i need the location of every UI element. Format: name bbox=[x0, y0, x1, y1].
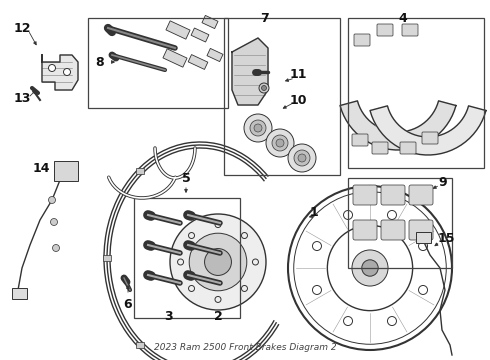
Text: 3: 3 bbox=[164, 310, 172, 323]
Circle shape bbox=[254, 124, 262, 132]
Circle shape bbox=[272, 135, 288, 151]
FancyBboxPatch shape bbox=[372, 142, 388, 154]
Circle shape bbox=[362, 260, 378, 276]
Polygon shape bbox=[42, 55, 78, 90]
Circle shape bbox=[262, 85, 267, 90]
FancyBboxPatch shape bbox=[54, 161, 78, 181]
FancyBboxPatch shape bbox=[422, 132, 438, 144]
Text: 9: 9 bbox=[438, 175, 446, 189]
Circle shape bbox=[204, 248, 231, 275]
FancyBboxPatch shape bbox=[409, 220, 433, 240]
FancyBboxPatch shape bbox=[352, 134, 368, 146]
Text: 14: 14 bbox=[32, 162, 50, 175]
FancyBboxPatch shape bbox=[136, 342, 144, 347]
Text: 15: 15 bbox=[438, 231, 456, 244]
Bar bbox=[348, 178, 452, 268]
Bar bbox=[348, 18, 484, 168]
Circle shape bbox=[64, 68, 71, 76]
Circle shape bbox=[294, 150, 310, 166]
Text: 2023 Ram 2500 Front Brakes Diagram 2: 2023 Ram 2500 Front Brakes Diagram 2 bbox=[154, 343, 336, 352]
Polygon shape bbox=[188, 55, 208, 69]
Text: 10: 10 bbox=[290, 94, 308, 107]
Text: 6: 6 bbox=[123, 298, 132, 311]
FancyBboxPatch shape bbox=[400, 142, 416, 154]
Circle shape bbox=[49, 64, 55, 72]
Circle shape bbox=[189, 233, 247, 291]
Circle shape bbox=[259, 83, 269, 93]
Circle shape bbox=[266, 129, 294, 157]
Text: 4: 4 bbox=[399, 12, 407, 25]
Text: 2: 2 bbox=[214, 310, 222, 323]
Circle shape bbox=[52, 244, 59, 252]
FancyBboxPatch shape bbox=[402, 24, 418, 36]
Bar bbox=[134, 198, 240, 318]
Circle shape bbox=[298, 154, 306, 162]
Polygon shape bbox=[166, 21, 190, 39]
Circle shape bbox=[49, 197, 55, 203]
Polygon shape bbox=[207, 48, 223, 62]
Text: 12: 12 bbox=[13, 22, 31, 35]
Bar bbox=[224, 18, 340, 175]
FancyBboxPatch shape bbox=[381, 220, 405, 240]
FancyBboxPatch shape bbox=[381, 185, 405, 205]
FancyBboxPatch shape bbox=[377, 24, 393, 36]
Circle shape bbox=[50, 219, 57, 225]
Text: 1: 1 bbox=[310, 206, 319, 219]
FancyBboxPatch shape bbox=[409, 185, 433, 205]
FancyBboxPatch shape bbox=[353, 220, 377, 240]
FancyBboxPatch shape bbox=[416, 231, 431, 243]
FancyBboxPatch shape bbox=[11, 288, 26, 298]
Polygon shape bbox=[370, 106, 486, 155]
Circle shape bbox=[250, 120, 266, 136]
Circle shape bbox=[244, 114, 272, 142]
FancyBboxPatch shape bbox=[353, 185, 377, 205]
Text: 5: 5 bbox=[182, 171, 191, 184]
Text: 7: 7 bbox=[260, 12, 269, 25]
Circle shape bbox=[352, 250, 388, 286]
Text: 13: 13 bbox=[13, 92, 31, 105]
Circle shape bbox=[170, 214, 266, 310]
Polygon shape bbox=[163, 49, 187, 67]
Circle shape bbox=[288, 144, 316, 172]
Polygon shape bbox=[232, 38, 268, 105]
Polygon shape bbox=[340, 101, 456, 150]
FancyBboxPatch shape bbox=[354, 34, 370, 46]
Polygon shape bbox=[191, 28, 209, 42]
FancyBboxPatch shape bbox=[136, 168, 144, 175]
Bar bbox=[88, 18, 228, 108]
Polygon shape bbox=[202, 15, 218, 28]
Circle shape bbox=[276, 139, 284, 147]
FancyBboxPatch shape bbox=[103, 255, 111, 261]
Text: 8: 8 bbox=[96, 55, 104, 68]
Text: 11: 11 bbox=[290, 68, 308, 81]
